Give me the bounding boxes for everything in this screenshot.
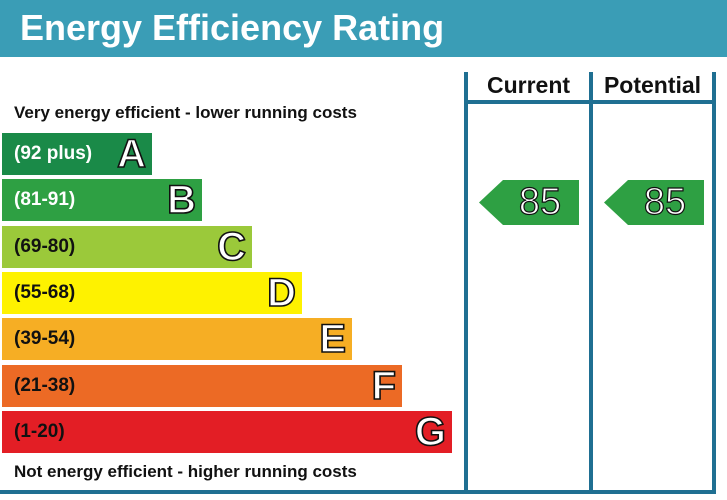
band-a-letter: A <box>116 131 146 177</box>
column-potential-header: Potential <box>603 72 702 98</box>
band-f: (21-38) F <box>2 363 402 409</box>
arrow-shape <box>604 179 704 225</box>
rating-potential-value: 85 <box>643 180 687 223</box>
band-a-range: (92 plus) <box>14 143 93 164</box>
rating-potential-arrow: 85 <box>604 179 704 225</box>
rating-current-value: 85 <box>518 180 562 223</box>
rating-current-arrow: 85 <box>479 179 579 225</box>
frame-left-border <box>464 72 468 494</box>
band-d: (55-68) D <box>2 270 302 316</box>
header-bar: Energy Efficiency Rating <box>0 0 727 57</box>
band-e-letter: E <box>319 316 347 362</box>
band-c-range: (69-80) <box>14 235 76 257</box>
band-e: (39-54) E <box>2 316 352 362</box>
band-g: (1-20) G <box>2 409 452 455</box>
band-b-range: (81-91) <box>14 189 76 211</box>
column-current-header: Current <box>486 72 571 98</box>
band-g-letter: G <box>414 409 447 455</box>
frame-right-border <box>712 72 716 494</box>
band-e-range: (39-54) <box>14 328 76 350</box>
efficient-note: Very energy efficient - lower running co… <box>14 103 357 122</box>
band-d-letter: D <box>266 270 296 316</box>
band-c-letter: C <box>216 224 246 270</box>
frame-bottom-rule <box>0 490 716 494</box>
band-f-range: (21-38) <box>14 374 76 396</box>
band-b-letter: B <box>166 177 196 223</box>
band-c: (69-80) C <box>2 224 252 270</box>
band-f-letter: F <box>371 363 397 409</box>
chart-title: Energy Efficiency Rating <box>20 7 445 48</box>
arrow-shape <box>479 179 579 225</box>
band-a: (92 plus) A <box>2 131 152 177</box>
band-b: (81-91) B <box>2 177 202 223</box>
frame-header-rule <box>464 100 716 104</box>
band-g-range: (1-20) <box>14 420 65 442</box>
inefficient-note: Not energy efficient - higher running co… <box>14 462 357 481</box>
band-d-range: (55-68) <box>14 281 76 303</box>
frame-divider <box>589 72 593 494</box>
